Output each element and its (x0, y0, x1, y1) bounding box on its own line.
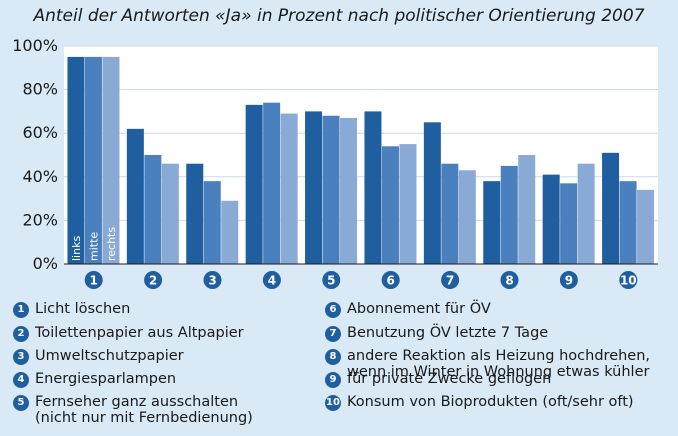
category-marker (441, 271, 460, 289)
legend-label: Benutzung ÖV letzte 7 Tage (347, 325, 549, 341)
bar (483, 181, 501, 264)
legend-label: Abonnement für ÖV (347, 301, 491, 317)
chart-title: Anteil der Antworten «Ja» in Prozent nac… (33, 6, 645, 26)
legend-label: Energiesparlampen (35, 371, 177, 387)
series-label: mitte (88, 232, 101, 261)
bar (102, 56, 120, 265)
bar (126, 128, 144, 264)
x-tick-label: 4 (268, 274, 276, 288)
x-tick-label: 2 (149, 274, 157, 288)
bar (542, 174, 560, 264)
bar (458, 170, 476, 264)
x-tick-label: 1 (90, 274, 98, 288)
legend-item: 2 Toilettenpapier aus Altpapier (13, 325, 244, 342)
legend-number-badge: 1 (13, 302, 29, 318)
legend-item: 1 Licht löschen (13, 301, 130, 318)
category-marker (84, 271, 103, 289)
legend-number-badge: 2 (13, 326, 29, 342)
legend-number-badge: 3 (13, 349, 29, 365)
legend-label: Konsum von Bioprodukten (oft/sehr oft) (347, 394, 634, 410)
x-tick-label: 6 (387, 274, 395, 288)
legend-item: 6 Abonnement für ÖV (325, 301, 491, 318)
bar (161, 163, 179, 264)
series-label: links (70, 236, 83, 261)
legend-label: Licht löschen (35, 301, 131, 317)
legend-number-badge: 9 (325, 372, 341, 388)
category-marker (322, 271, 341, 289)
bar (84, 56, 102, 265)
bar (203, 181, 221, 264)
legend-number-badge: 7 (325, 326, 341, 342)
legend-label: andere Reaktion als Heizung hochdrehen, … (347, 348, 651, 380)
category-marker (262, 271, 281, 289)
bar (441, 163, 459, 264)
category-marker (144, 271, 163, 289)
legend-label: Toilettenpapier aus Altpapier (35, 325, 244, 341)
bar (67, 56, 85, 265)
y-tick-label: 40% (22, 167, 58, 186)
legend-item: 9 für private Zwecke geflogen (325, 371, 551, 388)
bar (186, 163, 204, 264)
bar-chart: 0% 20% 40% 60% 80% 100% 1 2 3 4 5 6 7 8 9 10 links mitte r… (12, 36, 658, 289)
legend-label: Umweltschutzpapier (35, 348, 184, 364)
legend-label: für private Zwecke geflogen (347, 371, 552, 387)
x-tick-label: 5 (327, 274, 335, 288)
legend-number-badge: 5 (13, 395, 29, 411)
legend-label: Fernseher ganz ausschalten (nicht nur mi… (35, 394, 253, 426)
category-marker (559, 271, 578, 289)
bar (322, 115, 340, 264)
legend-item: 5 Fernseher ganz ausschalten (nicht nur m… (13, 394, 253, 426)
bar (577, 163, 595, 264)
bar (221, 200, 239, 264)
legend: 1 Licht löschen 2 Toilettenpapier aus Altpa… (0, 298, 678, 436)
bar (619, 181, 637, 264)
legend-item: 3 Umweltschutzpapier (13, 348, 184, 365)
legend-number-badge: 10 (325, 395, 341, 411)
bar (144, 155, 162, 264)
legend-number-badge: 8 (325, 349, 341, 365)
x-tick-label: 10 (620, 274, 637, 288)
bar (399, 144, 417, 264)
legend-item: 8 andere Reaktion als Heizung hochdrehen,… (325, 348, 650, 380)
y-tick-label: 20% (22, 210, 58, 229)
bar (518, 155, 536, 264)
bar (423, 122, 441, 264)
bar (637, 189, 655, 264)
category-marker (203, 271, 222, 289)
category-marker (619, 271, 638, 289)
bar (560, 183, 578, 264)
legend-item: 4 Energiesparlampen (13, 371, 176, 388)
legend-number-badge: 4 (13, 372, 29, 388)
category-marker (500, 271, 519, 289)
bar (305, 111, 323, 265)
bar (263, 102, 281, 265)
y-tick-label: 60% (22, 123, 58, 142)
bar (602, 152, 620, 264)
bar (364, 111, 382, 265)
y-tick-label: 80% (22, 80, 58, 99)
category-marker (381, 271, 400, 289)
series-label: rechts (105, 227, 118, 261)
legend-number-badge: 6 (325, 302, 341, 318)
x-tick-label: 3 (208, 274, 216, 288)
bar (500, 165, 518, 264)
x-tick-label: 9 (565, 274, 573, 288)
bar (245, 104, 263, 264)
x-tick-label: 7 (446, 274, 454, 288)
x-tick-label: 8 (505, 274, 513, 288)
legend-item: 10 Konsum von Bioprodukten (oft/sehr oft) (325, 394, 634, 411)
y-tick-label: 0% (33, 254, 58, 273)
y-tick-label: 100% (12, 36, 58, 55)
bar (340, 117, 358, 264)
bar (381, 146, 399, 264)
legend-item: 7 Benutzung ÖV letzte 7 Tage (325, 325, 548, 342)
bar (280, 113, 298, 264)
